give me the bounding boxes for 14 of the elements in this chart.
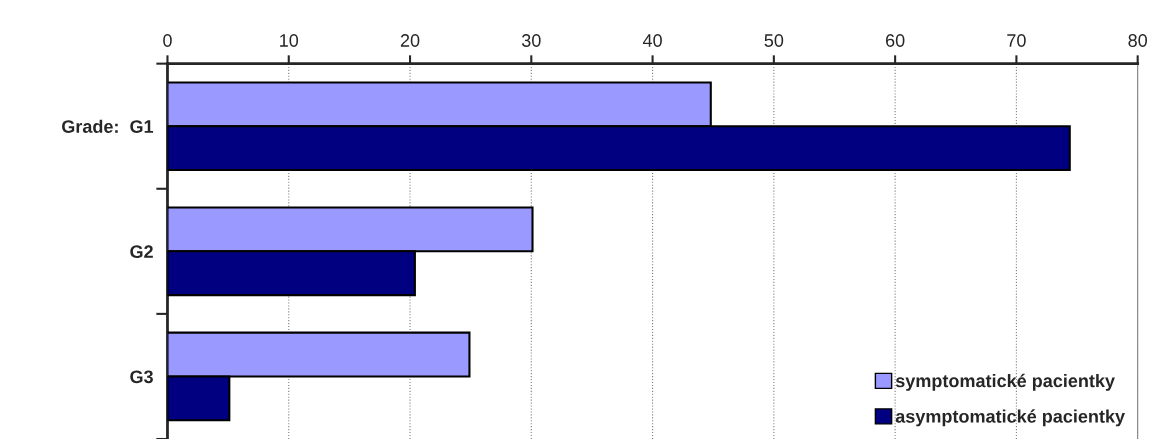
y-tick-label: G3 [130,370,153,384]
x-tick-label: 30 [521,34,541,47]
x-tick-label: 50 [764,34,784,47]
x-tick-label: 0 [163,34,172,47]
x-tick-label: 80 [1128,34,1148,47]
x-tick-label: 40 [642,34,662,47]
legend-label: symptomatické pacientky [895,373,1115,391]
y-tick-label: Grade: G1 [62,119,154,133]
x-tick-label: 70 [1007,34,1026,47]
y-tick-label: G2 [130,245,153,259]
legend-label: asymptomatické pacientky [895,409,1125,427]
x-tick-label: 20 [400,34,420,47]
x-tick-label: 10 [280,34,299,47]
x-tick-label: 60 [886,34,905,47]
